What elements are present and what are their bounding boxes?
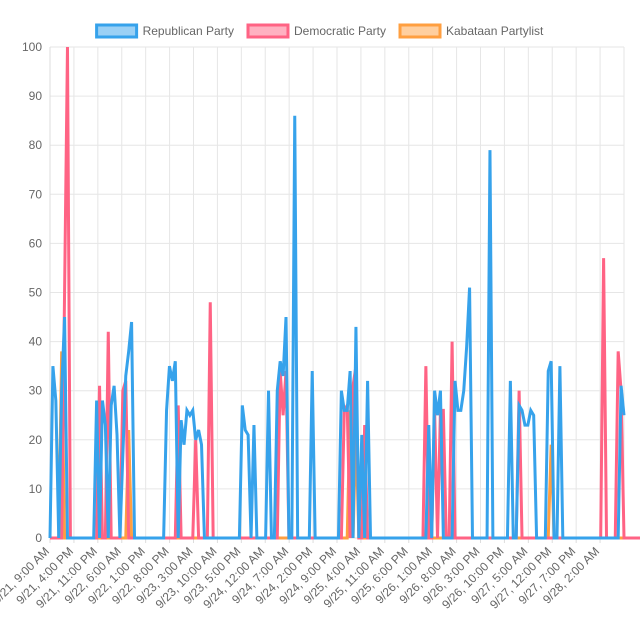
legend-item-republican-party[interactable]: Republican Party [95,23,234,39]
y-tick-label: 30 [29,384,43,398]
y-tick-label: 20 [29,433,43,447]
y-tick-label: 0 [35,531,42,545]
legend-label: Democratic Party [294,24,386,38]
y-tick-label: 10 [29,482,43,496]
series-line-republican-party [48,115,626,540]
y-tick-label: 70 [29,187,43,201]
legend-label: Kabataan Partylist [446,24,544,38]
series-lines [48,46,640,540]
legend-item-kabataan-partylist[interactable]: Kabataan Partylist [398,23,544,39]
legend-swatch [246,23,290,39]
y-tick-label: 50 [29,286,43,300]
y-tick-label: 60 [29,236,43,250]
y-tick-label: 90 [29,89,43,103]
legend-swatch [95,23,139,39]
grid [49,46,625,539]
y-tick-label: 40 [29,335,43,349]
legend-swatch [398,23,442,39]
legend-label: Republican Party [143,24,234,38]
y-tick-label: 80 [29,138,43,152]
legend-item-democratic-party[interactable]: Democratic Party [246,23,386,39]
legend: Republican Party Democratic Party Kabataan… [95,23,544,39]
y-tick-label: 100 [22,40,42,54]
